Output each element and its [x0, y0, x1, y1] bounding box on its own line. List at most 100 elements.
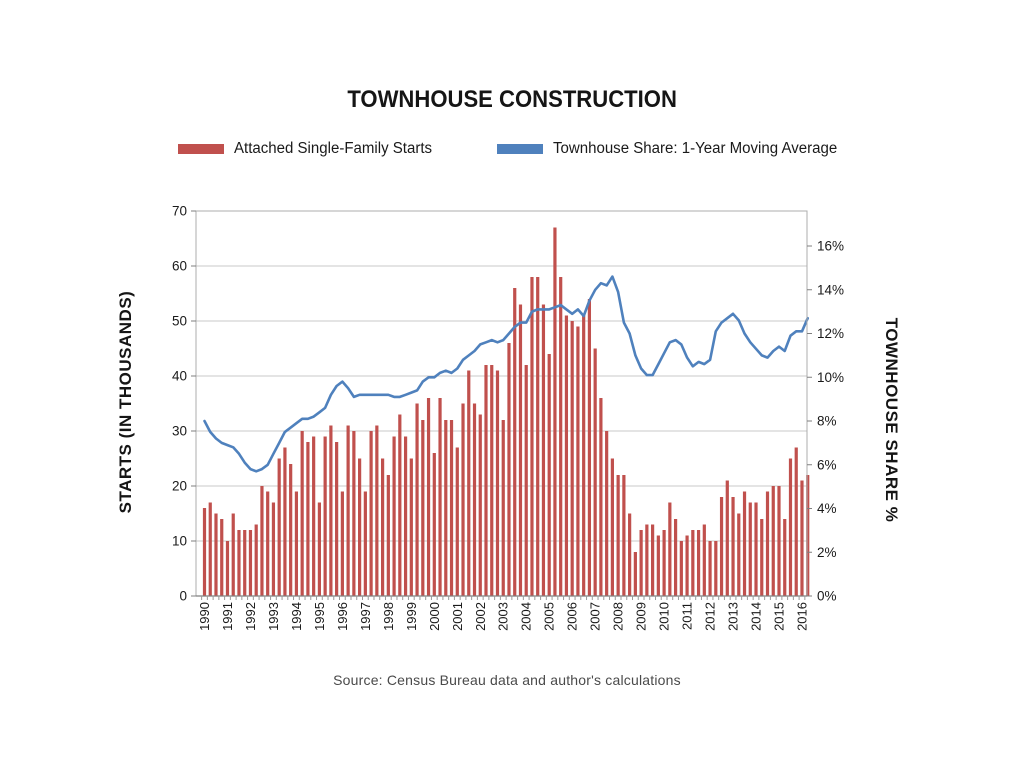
- bar: [806, 475, 810, 596]
- bar: [501, 420, 505, 596]
- bar: [662, 530, 666, 596]
- bar: [248, 530, 253, 596]
- bar: [765, 491, 770, 596]
- bar: [369, 431, 373, 596]
- legend-item-starts: Attached Single-Family Starts: [178, 140, 438, 158]
- right-tick-label: 6%: [817, 457, 837, 472]
- bar: [702, 524, 706, 596]
- bar: [616, 475, 620, 596]
- x-year-label: 1993: [266, 602, 281, 631]
- x-year-labels: 1990 1991 1992 1993 1994 1995 1996 1997 1998 1999…: [197, 602, 810, 631]
- plot-border: [195, 210, 808, 597]
- bar: [719, 497, 724, 596]
- right-tick-label: 12%: [817, 326, 844, 341]
- bar: [656, 535, 660, 596]
- bar: [277, 458, 281, 596]
- bar: [691, 530, 695, 596]
- share-line-path: [203, 275, 810, 473]
- left-tick-label: 0: [179, 589, 187, 604]
- bar: [461, 403, 465, 596]
- bar: [771, 486, 775, 596]
- x-year-label: 2014: [749, 602, 764, 631]
- bar: [536, 277, 540, 596]
- bar: [564, 315, 569, 596]
- bar: [582, 315, 586, 596]
- bar: [220, 519, 224, 596]
- bar: [455, 447, 459, 596]
- bar: [478, 414, 482, 596]
- bar: [340, 491, 344, 596]
- x-year-label: 1996: [335, 602, 350, 631]
- bar: [271, 502, 276, 596]
- left-tick-label: 20: [172, 479, 187, 494]
- starts-legend-label: Attached Single-Family Starts: [234, 140, 433, 157]
- bar: [800, 480, 804, 596]
- bar: [783, 519, 787, 596]
- x-year-label: 2000: [427, 602, 442, 631]
- right-tick-label: 16%: [817, 239, 844, 254]
- bar: [398, 414, 402, 596]
- left-tick-label: 70: [172, 204, 187, 219]
- bar: [208, 502, 212, 596]
- x-year-label: 1999: [404, 602, 419, 631]
- x-year-label: 2011: [680, 602, 695, 630]
- bar: [673, 519, 678, 596]
- left-tick-labels: 0 10 20 30 40 50 60 70: [172, 204, 196, 604]
- source-note: Source: Census Bureau data and author's …: [333, 672, 681, 688]
- bar: [358, 458, 362, 596]
- bar: [346, 425, 350, 596]
- bar: [375, 425, 379, 596]
- chart-title-text: TOWNHOUSE CONSTRUCTION: [347, 86, 677, 113]
- right-tick-label: 0%: [817, 589, 837, 604]
- bar: [243, 530, 247, 596]
- bar: [472, 403, 477, 596]
- bar: [283, 447, 287, 596]
- x-year-label: 2016: [795, 602, 810, 631]
- share-legend-swatch: [496, 144, 543, 154]
- share-legend-label: Townhouse Share: 1-Year Moving Average: [552, 140, 837, 157]
- bar: [415, 403, 419, 596]
- right-tick-label: 4%: [817, 501, 837, 516]
- bar: [553, 227, 557, 596]
- right-tick-label: 2%: [817, 545, 837, 560]
- x-year-label: 2012: [703, 602, 718, 631]
- left-tick-label: 60: [172, 259, 187, 274]
- x-year-label: 2009: [634, 602, 649, 631]
- bar: [421, 420, 425, 596]
- bar: [294, 491, 299, 596]
- bar: [696, 530, 701, 596]
- bar: [777, 486, 781, 596]
- bar: [409, 458, 413, 596]
- right-tick-label: 10%: [817, 370, 844, 385]
- bar: [426, 398, 431, 596]
- x-year-label: 1994: [289, 602, 304, 631]
- x-year-label: 2005: [542, 602, 557, 631]
- bar: [237, 530, 241, 596]
- bar: [788, 458, 793, 596]
- bar: [266, 491, 270, 596]
- bar: [605, 431, 609, 596]
- right-tick-labels: 0% 2% 4% 6% 8% 10% 12% 14% 16%: [807, 239, 844, 604]
- bar: [495, 370, 500, 596]
- bar: [737, 513, 741, 596]
- x-year-label: 2004: [519, 602, 534, 631]
- bar: [760, 519, 764, 596]
- bar: [576, 326, 580, 596]
- bar: [231, 513, 235, 596]
- x-year-label: 1991: [220, 602, 235, 631]
- x-year-label: 1995: [312, 602, 327, 631]
- bar: [742, 491, 747, 596]
- bar: [754, 502, 758, 596]
- bar: [363, 491, 367, 596]
- bar: [610, 458, 614, 596]
- x-year-label: 2001: [450, 602, 465, 631]
- bar: [633, 552, 637, 596]
- right-tick-label: 8%: [817, 414, 837, 429]
- bar: [645, 524, 649, 596]
- share-line: [203, 275, 810, 473]
- left-tick-label: 30: [172, 424, 187, 439]
- bar: [639, 530, 643, 596]
- x-year-label: 1997: [358, 602, 373, 631]
- bar: [593, 348, 597, 596]
